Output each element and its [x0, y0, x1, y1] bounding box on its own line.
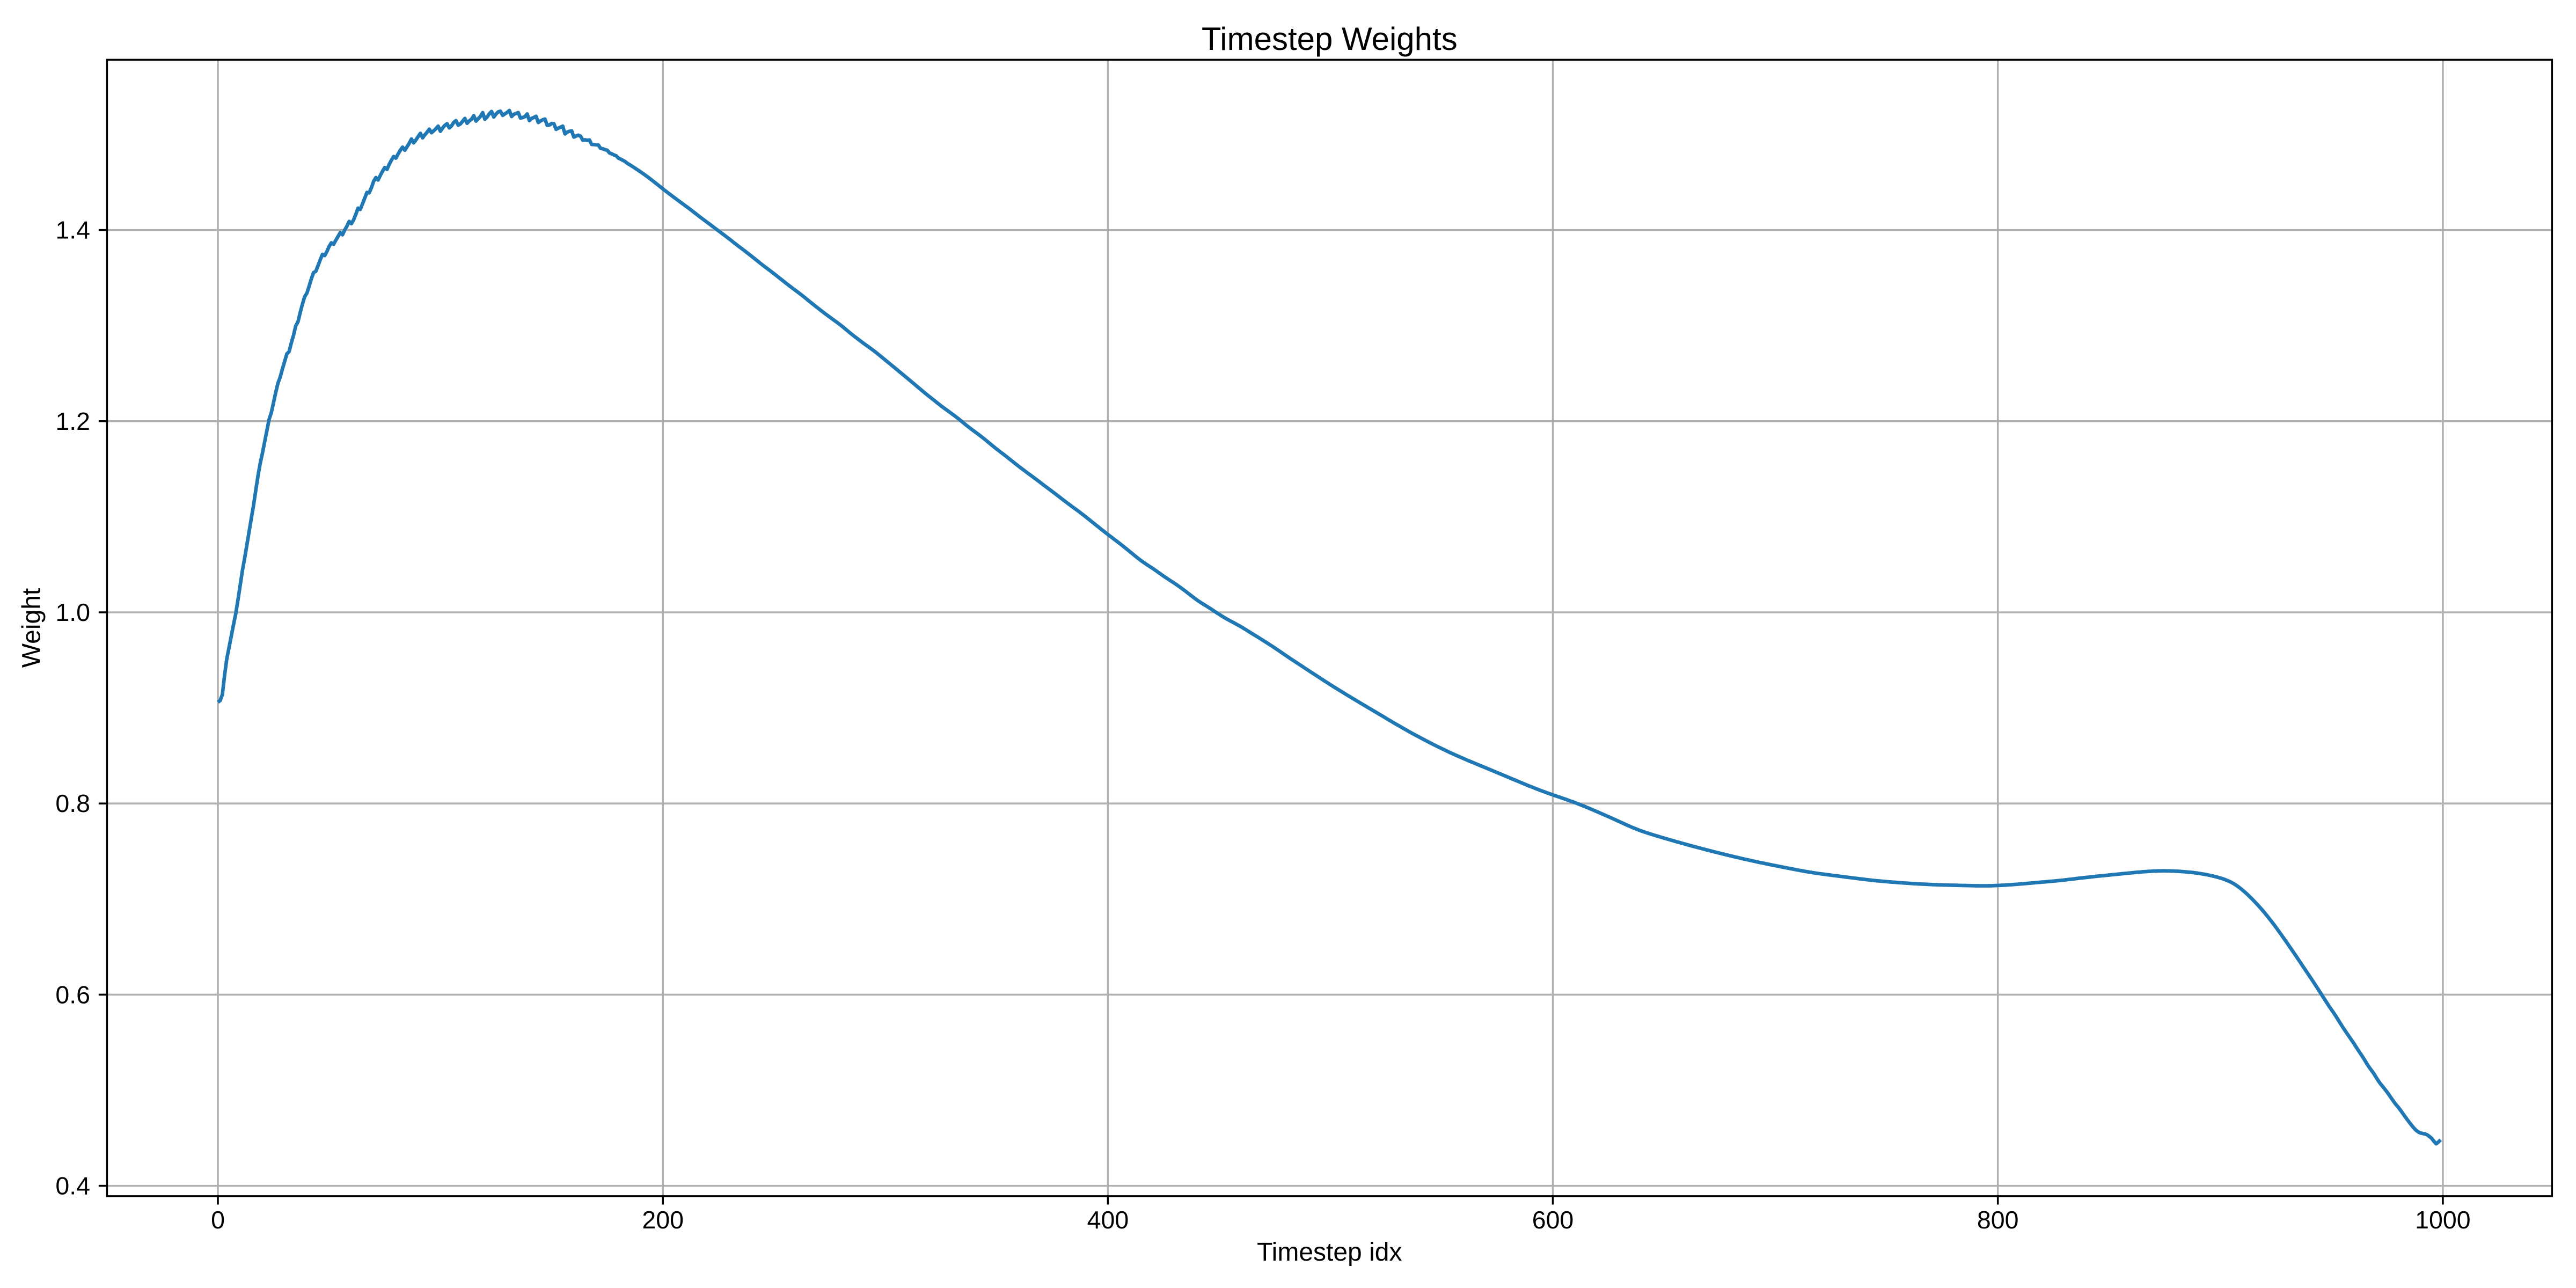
svg-text:0.4: 0.4 [55, 1172, 90, 1200]
svg-text:200: 200 [642, 1206, 684, 1234]
svg-text:400: 400 [1087, 1206, 1129, 1234]
svg-text:0: 0 [211, 1206, 225, 1234]
svg-text:Timestep Weights: Timestep Weights [1202, 21, 1458, 57]
svg-text:1.2: 1.2 [55, 407, 90, 435]
svg-text:800: 800 [1977, 1206, 2019, 1234]
svg-text:0.6: 0.6 [55, 980, 90, 1008]
svg-text:600: 600 [1532, 1206, 1574, 1234]
svg-text:1000: 1000 [2415, 1206, 2470, 1234]
svg-text:1.0: 1.0 [55, 598, 90, 626]
svg-text:Weight: Weight [18, 588, 46, 668]
svg-text:0.8: 0.8 [55, 789, 90, 817]
svg-text:Timestep idx: Timestep idx [1257, 1238, 1402, 1267]
svg-text:1.4: 1.4 [55, 216, 90, 244]
